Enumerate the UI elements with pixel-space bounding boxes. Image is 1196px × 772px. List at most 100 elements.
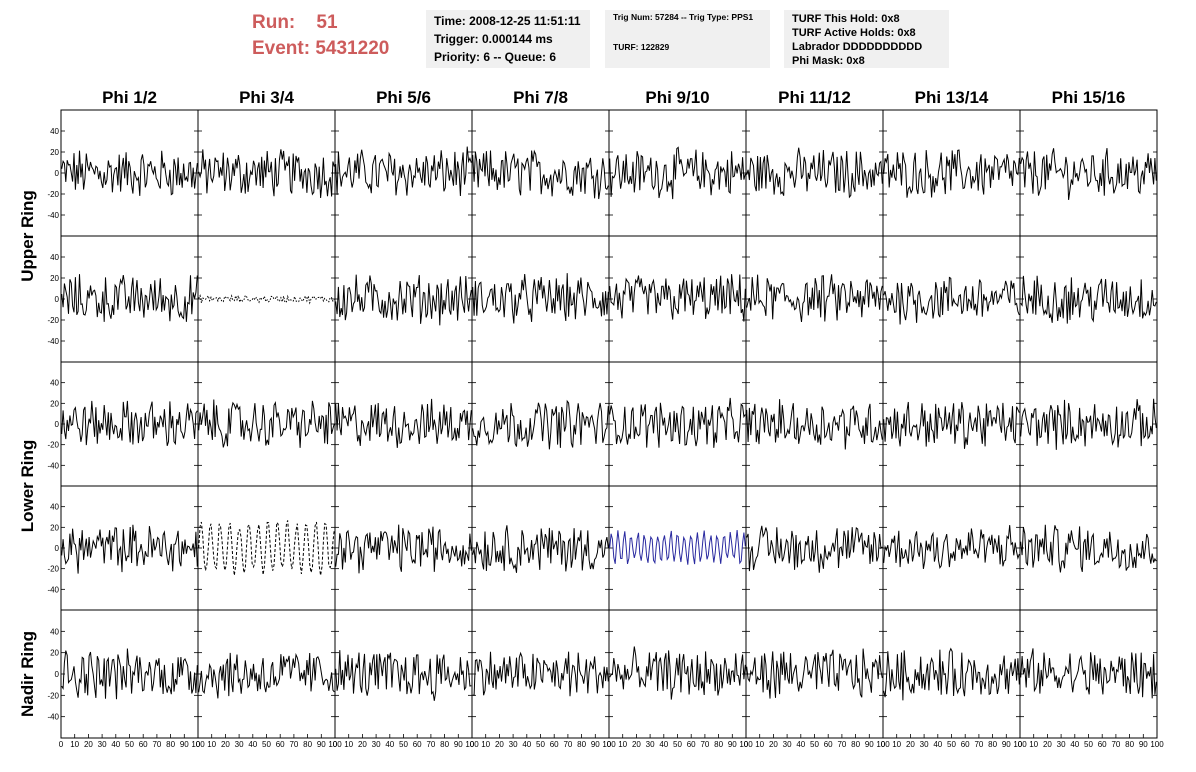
x-tick-label: 40 (659, 740, 668, 749)
y-tick-label: 40 (50, 127, 59, 136)
y-tick-label: -20 (47, 190, 59, 199)
y-tick-label: 40 (50, 627, 59, 636)
x-tick-label: 70 (974, 740, 983, 749)
waveform-trace (1020, 524, 1157, 573)
x-tick-label: 40 (1070, 740, 1079, 749)
y-tick-label: -40 (47, 585, 59, 594)
panel-frame (1019, 361, 1158, 487)
event-value: 5431220 (315, 38, 390, 59)
x-tick-label: 20 (769, 740, 778, 749)
x-tick-label: 60 (550, 740, 559, 749)
x-tick-label: 30 (235, 740, 244, 749)
x-tick-label: 60 (1098, 740, 1107, 749)
run-event-box: Run: 51 Event: 5431220 (252, 10, 422, 68)
x-tick-label: 30 (509, 740, 518, 749)
x-tick-label: 100 (1150, 740, 1164, 749)
y-tick-label: 40 (50, 253, 59, 262)
waveform-trace (883, 647, 1020, 701)
y-tick-label: 40 (50, 379, 59, 388)
x-tick-label: 10 (892, 740, 901, 749)
x-tick-label: 20 (221, 740, 230, 749)
x-tick-label: 80 (714, 740, 723, 749)
panel-frame (608, 235, 747, 363)
waveform-trace (609, 397, 746, 448)
x-tick-label: 0 (196, 740, 201, 749)
x-tick-label: 0 (470, 740, 475, 749)
x-tick-label: 50 (262, 740, 271, 749)
x-tick-label: 90 (728, 740, 737, 749)
x-tick-label: 0 (1018, 740, 1023, 749)
column-label: Phi 11/12 (778, 88, 851, 107)
x-tick-label: 30 (783, 740, 792, 749)
turf-info-box: TURF This Hold: 0x8 TURF Active Holds: 0… (784, 10, 949, 68)
x-tick-label: 70 (289, 740, 298, 749)
waveform-trace (883, 276, 1020, 325)
y-tick-label: -40 (47, 337, 59, 346)
x-tick-label: 70 (1111, 740, 1120, 749)
y-tick-label: -40 (47, 713, 59, 722)
column-label: Phi 9/10 (645, 88, 710, 107)
x-tick-label: 0 (59, 740, 64, 749)
waveform-trace (198, 399, 335, 448)
x-tick-label: 70 (426, 740, 435, 749)
x-tick-label: 50 (673, 740, 682, 749)
x-tick-label: 50 (125, 740, 134, 749)
panel-frame (608, 609, 747, 739)
x-tick-label: 40 (385, 740, 394, 749)
waveform-trace (746, 399, 883, 450)
run-line: Run: 51 (252, 10, 422, 36)
waveform-trace (198, 149, 335, 199)
waveform-trace (335, 650, 472, 701)
waveform-trace (883, 149, 1020, 198)
y-tick-label: -20 (47, 441, 59, 450)
waveform-trace (61, 400, 198, 446)
x-tick-label: 60 (824, 740, 833, 749)
x-tick-label: 60 (961, 740, 970, 749)
x-tick-label: 50 (399, 740, 408, 749)
event-line: Event: 5431220 (252, 36, 422, 62)
x-tick-label: 10 (755, 740, 764, 749)
column-label: Phi 13/14 (914, 88, 989, 107)
x-tick-label: 80 (1125, 740, 1134, 749)
x-tick-label: 30 (372, 740, 381, 749)
time-info-box: Time: 2008-12-25 11:51:11 Trigger: 0.000… (426, 10, 590, 68)
turf-this-hold-text: TURF This Hold: 0x8 (792, 13, 900, 25)
x-tick-label: 20 (84, 740, 93, 749)
waveform-trace (61, 648, 198, 700)
x-tick-label: 100 (602, 740, 616, 749)
column-label: Phi 3/4 (239, 88, 294, 107)
waveform-trace (609, 146, 746, 200)
labrador-text: Labrador DDDDDDDDDD (792, 41, 923, 53)
x-tick-label: 90 (591, 740, 600, 749)
trig-num-text: Trig Num: 57284 -- Trig Type: PPS1 (613, 12, 754, 22)
run-value: 51 (316, 12, 338, 33)
y-tick-label: 20 (50, 399, 59, 408)
run-label: Run: (252, 12, 296, 33)
x-tick-label: 70 (563, 740, 572, 749)
x-tick-label: 40 (111, 740, 120, 749)
x-tick-label: 70 (152, 740, 161, 749)
x-tick-label: 80 (303, 740, 312, 749)
waveform-trace (61, 150, 198, 196)
x-tick-label: 60 (139, 740, 148, 749)
x-tick-label: 40 (248, 740, 257, 749)
waveform-trace (335, 274, 472, 326)
x-tick-label: 10 (618, 740, 627, 749)
x-tick-label: 60 (413, 740, 422, 749)
x-tick-label: 90 (454, 740, 463, 749)
x-tick-label: 10 (344, 740, 353, 749)
trigger-text: Trigger: 0.000144 ms (434, 32, 553, 46)
x-tick-label: 90 (180, 740, 189, 749)
y-tick-label: 0 (55, 169, 60, 178)
y-tick-label: 20 (50, 274, 59, 283)
y-tick-label: 0 (55, 670, 60, 679)
column-label: Phi 15/16 (1051, 88, 1126, 107)
x-tick-label: 90 (1139, 740, 1148, 749)
time-text: Time: 2008-12-25 11:51:11 (434, 14, 581, 28)
x-tick-label: 70 (837, 740, 846, 749)
x-tick-label: 0 (607, 740, 612, 749)
x-tick-label: 80 (851, 740, 860, 749)
x-tick-label: 80 (440, 740, 449, 749)
x-tick-label: 80 (577, 740, 586, 749)
